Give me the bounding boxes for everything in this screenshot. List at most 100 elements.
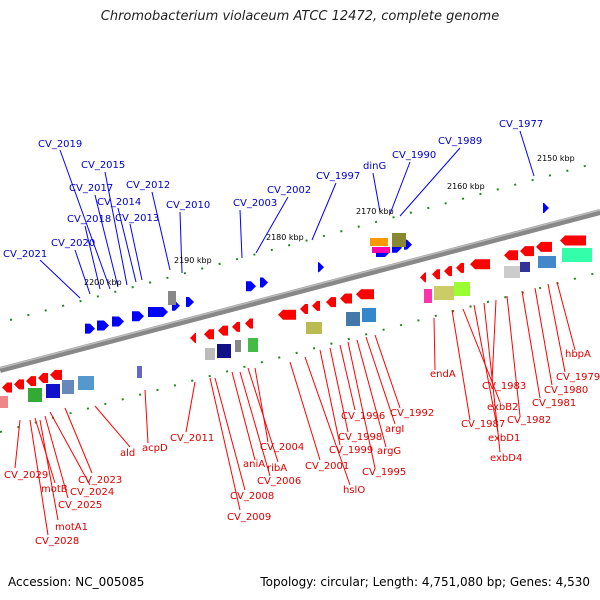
gene-label: hbpA (565, 349, 591, 360)
gene-label: CV_2017 (69, 183, 113, 194)
feature-block (562, 248, 592, 262)
label-leader-line (473, 304, 499, 433)
forward-label-lines (39, 130, 535, 299)
gene-label: CV_2029 (4, 470, 48, 481)
gene-label: CV_1989 (438, 136, 482, 147)
label-leader-line (179, 211, 183, 274)
label-leader-line (356, 339, 387, 448)
gene-label: ribA (267, 463, 287, 474)
gene-label: CV_2018 (67, 214, 111, 225)
feature-block (235, 340, 241, 352)
label-leader-line (209, 377, 241, 511)
reverse-gene-arrow (232, 321, 240, 332)
forward-gene-arrow (246, 281, 256, 292)
scale-label: 2190 kbp (174, 256, 212, 265)
reverse-gene-arrow (560, 235, 586, 246)
gene-label: CV_2025 (58, 500, 102, 511)
feature-block (424, 289, 432, 303)
scale-label: 2180 kbp (266, 233, 304, 242)
gene-label: CV_1990 (392, 150, 436, 161)
label-leader-line (214, 377, 246, 491)
label-leader-line (185, 381, 196, 433)
gene-label: CV_2013 (115, 213, 159, 224)
label-leader-line (339, 344, 356, 411)
reverse-gene-arrow (218, 325, 228, 336)
gene-label: CV_1980 (544, 385, 588, 396)
gene-label: motA1 (55, 522, 88, 533)
gene-label: exbD1 (488, 433, 520, 444)
gene-label: CV_2006 (257, 476, 301, 487)
forward-gene-arrow (85, 323, 95, 334)
gene-label: CV_2019 (38, 139, 82, 150)
reverse-gene-arrow (300, 304, 308, 314)
reverse-gene-arrow (356, 289, 374, 300)
gene-label: CV_1998 (338, 432, 382, 443)
feature-block (346, 312, 360, 326)
label-leader-line (556, 281, 576, 351)
label-leader-line (521, 290, 541, 399)
gene-label: CV_2028 (35, 536, 79, 547)
accession-text: Accession: NC_005085 (8, 575, 145, 589)
reverse-gene-arrow (2, 382, 12, 393)
feature-block (370, 238, 388, 246)
label-leader-line (347, 341, 376, 469)
reverse-gene-arrow (278, 309, 296, 320)
reverse-gene-arrow (245, 318, 253, 329)
feature-block (392, 233, 406, 247)
label-leader-line (239, 371, 271, 477)
feature-block (28, 388, 42, 402)
feature-block (168, 291, 176, 305)
reverse-gene-arrow (50, 369, 62, 380)
gene-label: argI (385, 424, 404, 435)
feature-block (434, 286, 454, 300)
label-leader-line (255, 196, 289, 254)
reverse-label-lines (14, 281, 576, 536)
label-leader-line (49, 411, 91, 486)
label-leader-line (304, 356, 351, 486)
feature-block (538, 256, 556, 268)
reverse-gene-arrow (312, 300, 320, 311)
gene-label: CV_2010 (166, 200, 210, 211)
feature-block (362, 308, 376, 322)
scale-label: 2200 kbp (84, 278, 122, 287)
gene-label: argG (377, 446, 401, 457)
label-leader-line (547, 283, 566, 373)
forward-gene-arrow (112, 316, 124, 327)
gene-label: exbD4 (490, 453, 522, 464)
reverse-gene-arrow (456, 262, 464, 273)
label-leader-line (59, 149, 111, 290)
gene-label: CV_1979 (556, 372, 600, 383)
gene-label: ald (120, 448, 135, 459)
gene-label: CV_2012 (126, 180, 170, 191)
gene-label: CV_1977 (499, 119, 543, 130)
feature-block (504, 266, 520, 278)
label-leader-line (129, 223, 143, 281)
forward-gene-arrow (148, 307, 168, 318)
label-leader-line (84, 225, 101, 290)
topology-summary: Topology: circular; Length: 4,751,080 bp… (260, 575, 590, 589)
gene-label: CV_2020 (51, 238, 95, 249)
label-leader-line (64, 407, 93, 474)
reverse-gene-arrow (432, 269, 440, 280)
gene-label: dinG (363, 161, 386, 172)
gene-label: CV_2011 (170, 433, 214, 444)
scale-label: 2170 kbp (356, 207, 394, 216)
label-leader-line (74, 249, 91, 295)
forward-gene-arrow (97, 320, 109, 331)
label-leader-line (239, 209, 243, 259)
gene-label: endA (430, 369, 456, 380)
label-leader-line (451, 309, 471, 421)
gene-label: CV_2014 (97, 197, 141, 208)
feature-block (520, 262, 530, 272)
reverse-gene-arrow (420, 272, 426, 283)
gene-label: CV_2015 (81, 160, 125, 171)
reverse-gene-arrow (14, 379, 24, 390)
gene-label: CV_2001 (305, 461, 349, 472)
gene-label: acpD (142, 443, 168, 454)
feature-block (62, 380, 74, 394)
gene-label: exbB2 (487, 402, 518, 413)
label-leader-line (104, 171, 128, 286)
label-leader-line (311, 182, 337, 241)
label-leader-line (151, 191, 171, 271)
reverse-gene-arrow (520, 246, 534, 257)
